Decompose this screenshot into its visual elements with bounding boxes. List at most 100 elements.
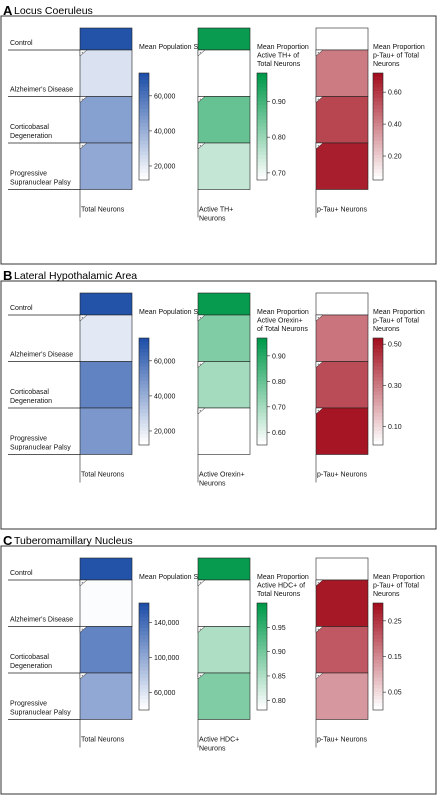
legend-swatch (257, 434, 267, 439)
row-label: Corticobasal (10, 654, 49, 661)
legend-swatch (139, 352, 149, 357)
cell-marker-star: * (318, 144, 320, 149)
heatmap-cell (197, 292, 251, 316)
legend-swatch (257, 384, 267, 389)
row-label: Progressive (10, 171, 47, 178)
legend-swatch (373, 405, 383, 410)
legend-swatch (139, 73, 149, 77)
legend-swatch (257, 101, 267, 106)
legend-title: Neurons (373, 326, 400, 333)
legend-swatch (257, 649, 267, 654)
legend-title: Active TH+ of (257, 53, 299, 60)
heatmap-cell (197, 361, 251, 409)
legend-swatch (139, 137, 149, 142)
row-label: Control (10, 40, 33, 47)
legend-tick-label: 40,000 (154, 128, 176, 135)
legend-swatch (257, 610, 267, 615)
legend-tick-label: 100,000 (154, 655, 179, 662)
legend-title: Mean Proportion (373, 44, 425, 51)
legend-swatch (139, 338, 149, 342)
legend-title: p-Tau+ of Total (373, 583, 419, 590)
legend-tick-label: 0.80 (272, 379, 286, 386)
legend-swatch (257, 702, 267, 707)
heatmap-cell (315, 96, 369, 144)
legend-swatch (373, 656, 383, 661)
cell-marker (197, 142, 206, 150)
cell-marker (315, 96, 324, 104)
cell-marker (197, 407, 206, 415)
panel-C: C Tuberomamillary Nucleus Control Alzheimer… (0, 533, 437, 795)
legend-swatch (257, 430, 267, 435)
legend-swatch (257, 420, 267, 424)
legend-swatch (139, 434, 149, 439)
legend-swatch (139, 685, 149, 689)
legend-swatch (373, 395, 383, 400)
legend-swatch (373, 94, 383, 99)
legend-swatch (373, 380, 383, 385)
legend-swatch (139, 702, 149, 707)
legend-swatch (139, 624, 149, 629)
heatmap-cell (197, 27, 251, 51)
legend-tick-label: 0.60 (388, 90, 402, 97)
legend-swatch (373, 613, 383, 618)
legend-swatch (373, 702, 383, 707)
column-label: Total Neurons (81, 207, 125, 214)
column-label: Total Neurons (81, 472, 125, 479)
legend-tick-label: 20,000 (154, 163, 176, 170)
legend-title: p-Tau+ of Total (373, 53, 419, 60)
legend-tick-label: 0.80 (272, 135, 286, 142)
legend-swatch (139, 620, 149, 625)
legend-swatch (257, 656, 267, 661)
legend-swatch (373, 402, 383, 407)
heatmap-cell (197, 672, 251, 720)
legend-swatch (373, 635, 383, 640)
legend-tick-label: 0.25 (388, 618, 402, 625)
cell-marker (315, 49, 324, 57)
cell-marker-star: * (82, 674, 84, 679)
legend-swatch (139, 677, 149, 682)
legend-title: Mean Population Size (139, 309, 207, 316)
panel-letter: C (3, 533, 13, 548)
legend-swatch (139, 674, 149, 679)
cell-marker (315, 142, 324, 150)
legend-tick-label: 60,000 (154, 358, 176, 365)
cell-marker (315, 361, 324, 369)
cell-marker (79, 49, 88, 57)
legend-swatch (257, 695, 267, 700)
legend-frame (138, 602, 150, 711)
legend-tick-label: 60,000 (154, 93, 176, 100)
legend-swatch (373, 387, 383, 392)
heatmap-cell (315, 557, 369, 581)
legend-swatch (257, 158, 267, 163)
legend-swatch (139, 359, 149, 364)
legend-swatch (373, 617, 383, 622)
legend-swatch (373, 427, 383, 432)
legend-swatch (257, 405, 267, 410)
legend-swatch (373, 603, 383, 607)
legend-swatch (139, 405, 149, 410)
cell-marker-star: * (82, 316, 84, 321)
legend-swatch (257, 380, 267, 385)
legend-title: of Total Neurons (257, 326, 308, 333)
legend-swatch (139, 706, 149, 711)
cell-marker (79, 314, 88, 322)
legend-swatch (257, 144, 267, 149)
legend-swatch (373, 660, 383, 665)
legend-swatch (257, 398, 267, 403)
legend-swatch (139, 377, 149, 382)
legend-swatch (257, 76, 267, 81)
legend-swatch (257, 670, 267, 675)
legend-swatch (257, 147, 267, 152)
row-label: Corticobasal (10, 124, 49, 131)
heatmap-cell (315, 672, 369, 720)
heatmap-cell (79, 142, 133, 190)
legend-title: Active Orexin+ (257, 318, 303, 325)
legend-swatch (373, 172, 383, 177)
legend-swatch (139, 355, 149, 360)
legend-swatch (257, 409, 267, 414)
panel-letter: B (3, 268, 12, 283)
legend-title: Neurons (373, 61, 400, 68)
legend-swatch (373, 434, 383, 439)
legend-swatch (257, 341, 267, 346)
